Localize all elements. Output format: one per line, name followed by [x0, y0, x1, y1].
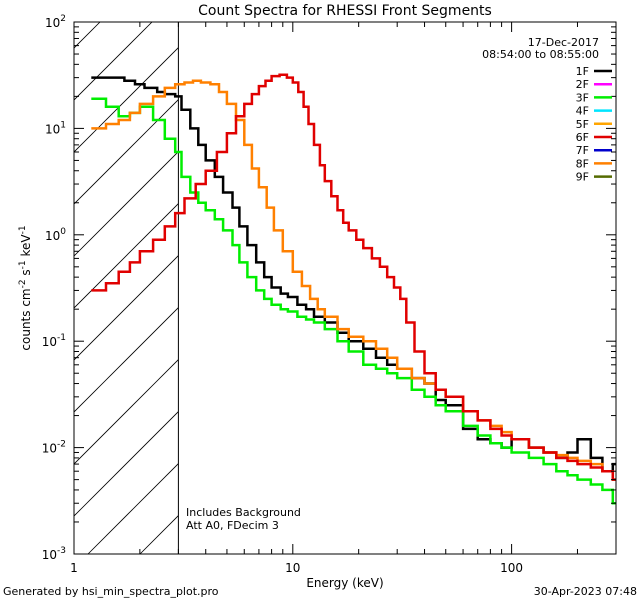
hatch-line	[74, 255, 179, 361]
series-6F	[91, 73, 616, 481]
hatch-line	[74, 203, 179, 309]
date-label: 17-Dec-2017	[528, 36, 599, 49]
footer-date: 30-Apr-2023 07:48	[534, 585, 637, 598]
legend-label-4F: 4F	[576, 105, 589, 118]
y-tick-label: 10-2	[42, 440, 66, 456]
x-axis-label: Energy (keV)	[306, 576, 383, 590]
hatch-line	[504, 0, 640, 554]
x-tick-label: 10	[285, 561, 300, 575]
hatch-line	[74, 359, 179, 465]
chart-title: Count Spectra for RHESSI Front Segments	[198, 3, 492, 19]
y-tick-label: 102	[45, 14, 66, 30]
hatch-line	[74, 99, 179, 205]
y-tick-label: 100	[45, 227, 66, 243]
plot-frame	[73, 21, 617, 555]
legend-label-5F: 5F	[576, 118, 589, 131]
time-range-label: 08:54:00 to 08:55:00	[482, 48, 599, 61]
hatch-line	[74, 22, 153, 101]
hatch-line	[192, 0, 640, 554]
y-tick-label: 101	[45, 120, 66, 136]
hatch-line	[74, 411, 179, 517]
note-background: Includes Background	[186, 506, 301, 519]
note-attenuator: Att A0, FDecim 3	[186, 519, 279, 532]
y-tick-label: 10-1	[42, 333, 66, 349]
legend-label-6F: 6F	[576, 131, 589, 144]
series-3F	[91, 97, 616, 505]
legend-label-2F: 2F	[576, 78, 589, 91]
series-1F	[91, 76, 616, 473]
x-tick-label: 1	[70, 561, 78, 575]
legend-label-1F: 1F	[576, 65, 589, 78]
legend-label-8F: 8F	[576, 157, 589, 170]
legend-label-7F: 7F	[576, 144, 589, 157]
hatch-line	[74, 47, 179, 153]
x-tick-label: 100	[500, 561, 523, 575]
legend-label-9F: 9F	[576, 171, 589, 184]
legend-label-3F: 3F	[576, 91, 589, 104]
generated-by-label: Generated by hsi_min_spectra_plot.pro	[3, 585, 219, 598]
y-tick-label: 10-3	[42, 546, 66, 562]
hatch-line	[0, 0, 116, 554]
y-axis-label: counts cm-2 s-1 keV-1	[18, 225, 33, 350]
hatch-line	[74, 151, 179, 257]
hatched-region	[0, 0, 640, 554]
